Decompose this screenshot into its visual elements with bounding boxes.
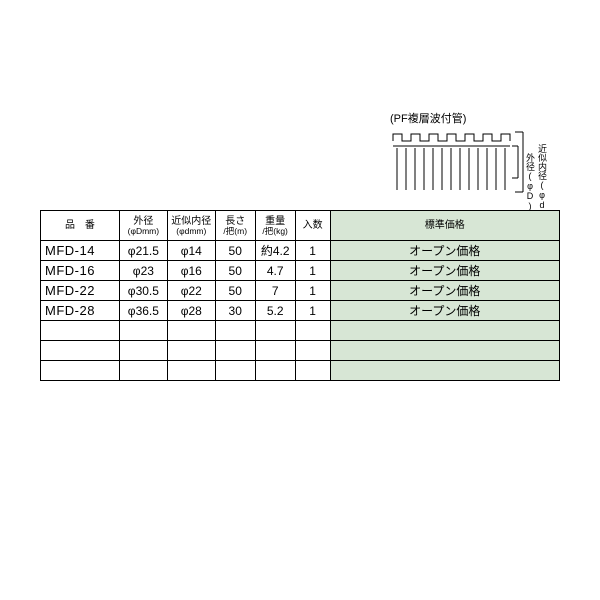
header-outer-diameter: 外径 (φDmm) [119,211,167,241]
cell-od: φ21.5 [119,241,167,261]
cell-len: 30 [215,301,255,321]
cell-empty [330,341,559,361]
cell-empty [330,361,559,381]
header-inner-diameter: 近似内径 (φdmm) [167,211,215,241]
cell-partno: MFD-28 [41,301,120,321]
cell-wt: 約4.2 [255,241,295,261]
cell-len: 50 [215,261,255,281]
cell-wt: 5.2 [255,301,295,321]
cell-len: 50 [215,281,255,301]
header-length: 長さ /把(m) [215,211,255,241]
table-row: MFD-28 φ36.5 φ28 30 5.2 1 オープン価格 [41,301,560,321]
cell-empty [215,361,255,381]
cell-id: φ16 [167,261,215,281]
table-body: MFD-14 φ21.5 φ14 50 約4.2 1 オープン価格 MFD-16… [41,241,560,381]
cell-empty [167,321,215,341]
diagram-label-outer: 外径(φD) [525,152,535,210]
cell-empty [295,321,330,341]
cell-wt: 7 [255,281,295,301]
cell-empty [295,361,330,381]
cell-partno: MFD-14 [41,241,120,261]
table-row: MFD-16 φ23 φ16 50 4.7 1 オープン価格 [41,261,560,281]
cell-qty: 1 [295,241,330,261]
cell-id: φ14 [167,241,215,261]
spec-table: 品 番 外径 (φDmm) 近似内径 (φdmm) 長さ /把(m) 重量 [40,210,560,381]
header-qty: 入数 [295,211,330,241]
cell-empty [255,341,295,361]
cell-empty [119,361,167,381]
cell-partno: MFD-22 [41,281,120,301]
spec-table-area: 品 番 外径 (φDmm) 近似内径 (φdmm) 長さ /把(m) 重量 [40,210,560,381]
cell-partno: MFD-16 [41,261,120,281]
cell-id: φ28 [167,301,215,321]
cell-empty [119,341,167,361]
cell-empty [41,341,120,361]
cell-empty [167,361,215,381]
cell-empty [215,341,255,361]
cell-empty [167,341,215,361]
cell-empty [41,321,120,341]
header-row: 品 番 外径 (φDmm) 近似内径 (φdmm) 長さ /把(m) 重量 [41,211,560,241]
diagram-caption: (PF複層波付管) [390,110,555,126]
header-price: 標準価格 [330,211,559,241]
cell-empty [255,321,295,341]
diagram-label-inner: 近似内径(φd) [537,143,547,210]
cell-od: φ23 [119,261,167,281]
header-weight: 重量 /把(kg) [255,211,295,241]
cell-od: φ36.5 [119,301,167,321]
cell-len: 50 [215,241,255,261]
cell-price: オープン価格 [330,301,559,321]
cell-empty [215,321,255,341]
page-canvas: (PF複層波付管) [0,0,600,600]
cell-wt: 4.7 [255,261,295,281]
table-row: MFD-14 φ21.5 φ14 50 約4.2 1 オープン価格 [41,241,560,261]
cell-qty: 1 [295,281,330,301]
conduit-diagram-area: (PF複層波付管) [390,110,555,210]
cell-qty: 1 [295,301,330,321]
cell-empty [295,341,330,361]
table-row-empty [41,361,560,381]
table-row: MFD-22 φ30.5 φ22 50 7 1 オープン価格 [41,281,560,301]
cell-price: オープン価格 [330,241,559,261]
cell-empty [255,361,295,381]
header-partno: 品 番 [41,211,120,241]
cell-empty [119,321,167,341]
cell-qty: 1 [295,261,330,281]
cell-price: オープン価格 [330,261,559,281]
cell-empty [330,321,559,341]
cell-od: φ30.5 [119,281,167,301]
cell-empty [41,361,120,381]
cell-id: φ22 [167,281,215,301]
table-row-empty [41,321,560,341]
conduit-cross-section-diagram: 外径(φD) 近似内径(φd) [390,128,555,210]
table-row-empty [41,341,560,361]
cell-price: オープン価格 [330,281,559,301]
